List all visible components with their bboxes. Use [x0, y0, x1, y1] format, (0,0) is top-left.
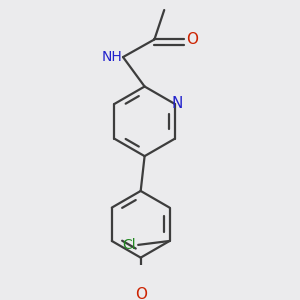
Text: N: N	[171, 96, 182, 111]
Text: O: O	[135, 287, 147, 300]
Text: O: O	[186, 32, 198, 47]
Text: Cl: Cl	[122, 238, 136, 252]
Text: NH: NH	[102, 50, 122, 64]
